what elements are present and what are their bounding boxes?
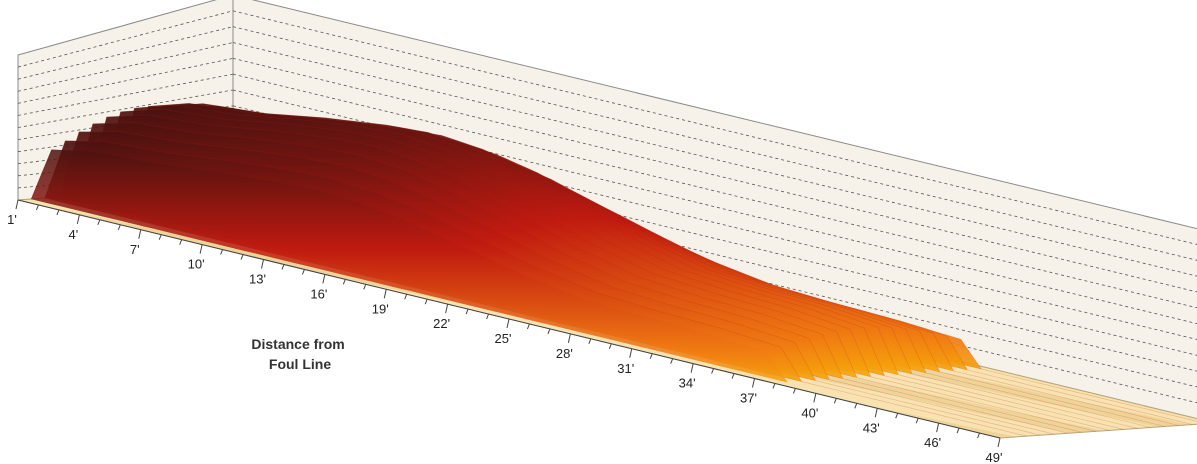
x-axis-tick: [199, 244, 203, 254]
x-axis-title-line-2: Foul Line: [269, 356, 331, 372]
x-axis-tick: [445, 304, 449, 314]
x-axis-tick: [35, 204, 39, 211]
x-tick-label: 19': [372, 301, 389, 316]
x-axis: 1' 4' 7' 10' 13' 16' 19' 22' 25' 28' 31' 34' 37' 40' 4…: [7, 199, 1003, 464]
back-wall-gridline: [232, 57, 1197, 293]
x-axis-tick: [424, 298, 428, 305]
x-axis-tick: [895, 413, 899, 419]
x-axis-title-line-1: Distance from: [251, 336, 344, 352]
x-axis-tick: [629, 348, 633, 358]
x-axis-tick: [240, 254, 244, 260]
x-axis-tick: [649, 353, 653, 359]
x-axis-tick: [220, 249, 224, 255]
x-axis-tick: [854, 403, 858, 409]
x-tick-label: 10': [188, 257, 205, 272]
x-axis-tick: [97, 219, 101, 226]
x-axis-tick: [752, 378, 755, 388]
x-axis-tick: [567, 333, 571, 343]
x-axis-tick: [608, 343, 612, 349]
x-axis-tick: [874, 408, 878, 418]
x-tick-label: 16': [310, 286, 327, 301]
x-axis-tick: [547, 328, 551, 335]
x-tick-label: 25': [495, 331, 512, 346]
x-axis-tick: [936, 423, 940, 433]
x-axis-tick: [138, 229, 142, 239]
back-wall-gridline: [232, 73, 1197, 309]
x-axis-tick: [465, 308, 469, 315]
left-wall-gridline: [17, 26, 234, 80]
x-tick-label: 46': [924, 435, 941, 450]
x-axis-tick: [506, 318, 510, 329]
x-tick-label: 13': [249, 272, 266, 287]
left-wall-gridline: [17, 10, 234, 68]
x-tick-label: 34': [679, 376, 696, 391]
x-axis-tick: [342, 279, 346, 285]
back-wall-gridline: [232, 42, 1197, 277]
x-tick-label: 37': [740, 391, 757, 406]
left-wall-gridline: [17, 73, 234, 116]
left-wall-gridline: [17, 89, 234, 128]
x-tick-label: 49': [986, 450, 1003, 464]
left-wall-gridline: [17, 57, 234, 104]
x-tick-label: 40': [801, 405, 818, 420]
x-axis-tick: [117, 224, 121, 230]
x-axis-tick: [404, 294, 408, 300]
x-axis-tick: [56, 209, 60, 216]
x-tick-label: 28': [556, 346, 573, 361]
x-axis-tick: [915, 417, 919, 424]
x-axis-tick: [363, 284, 367, 290]
x-axis-tick: [711, 368, 715, 374]
x-tick-label: 7': [130, 242, 140, 257]
surface-front-face: [30, 149, 1013, 438]
x-axis-tick: [76, 214, 80, 224]
x-tick-label: 43': [863, 420, 880, 435]
back-wall-gridline: [232, 10, 1197, 245]
x-axis-title: Distance from Foul Line: [251, 336, 348, 372]
x-axis-tick: [792, 388, 796, 394]
x-axis-tick: [997, 437, 1001, 448]
x-axis-tick: [772, 383, 776, 389]
x-tick-label: 4': [69, 227, 79, 242]
x-axis-tick: [670, 358, 674, 364]
x-tick-label: 1': [7, 212, 17, 227]
x-axis-tick: [383, 289, 387, 299]
x-axis-tick: [261, 259, 264, 269]
x-axis-tick: [322, 274, 326, 284]
x-axis-tick: [301, 269, 305, 275]
x-axis-tick: [956, 427, 960, 434]
x-tick-label: 31': [617, 361, 634, 376]
x-axis-tick: [731, 373, 735, 379]
x-axis-tick: [588, 338, 592, 345]
x-axis-tick: [281, 264, 285, 270]
x-tick-label: 22': [433, 316, 450, 331]
x-axis-tick: [486, 313, 490, 320]
x-axis-tick: [15, 199, 19, 210]
x-axis-tick: [526, 323, 530, 330]
x-axis-tick: [833, 398, 837, 404]
chart-series: [30, 102, 1197, 438]
back-wall-gridline: [232, 26, 1197, 261]
x-axis-tick: [158, 234, 162, 240]
left-wall-gridline: [17, 42, 234, 92]
x-axis-tick: [977, 432, 981, 439]
x-axis-tick: [690, 363, 694, 373]
x-axis-tick: [813, 393, 817, 403]
x-axis-tick: [179, 239, 183, 245]
